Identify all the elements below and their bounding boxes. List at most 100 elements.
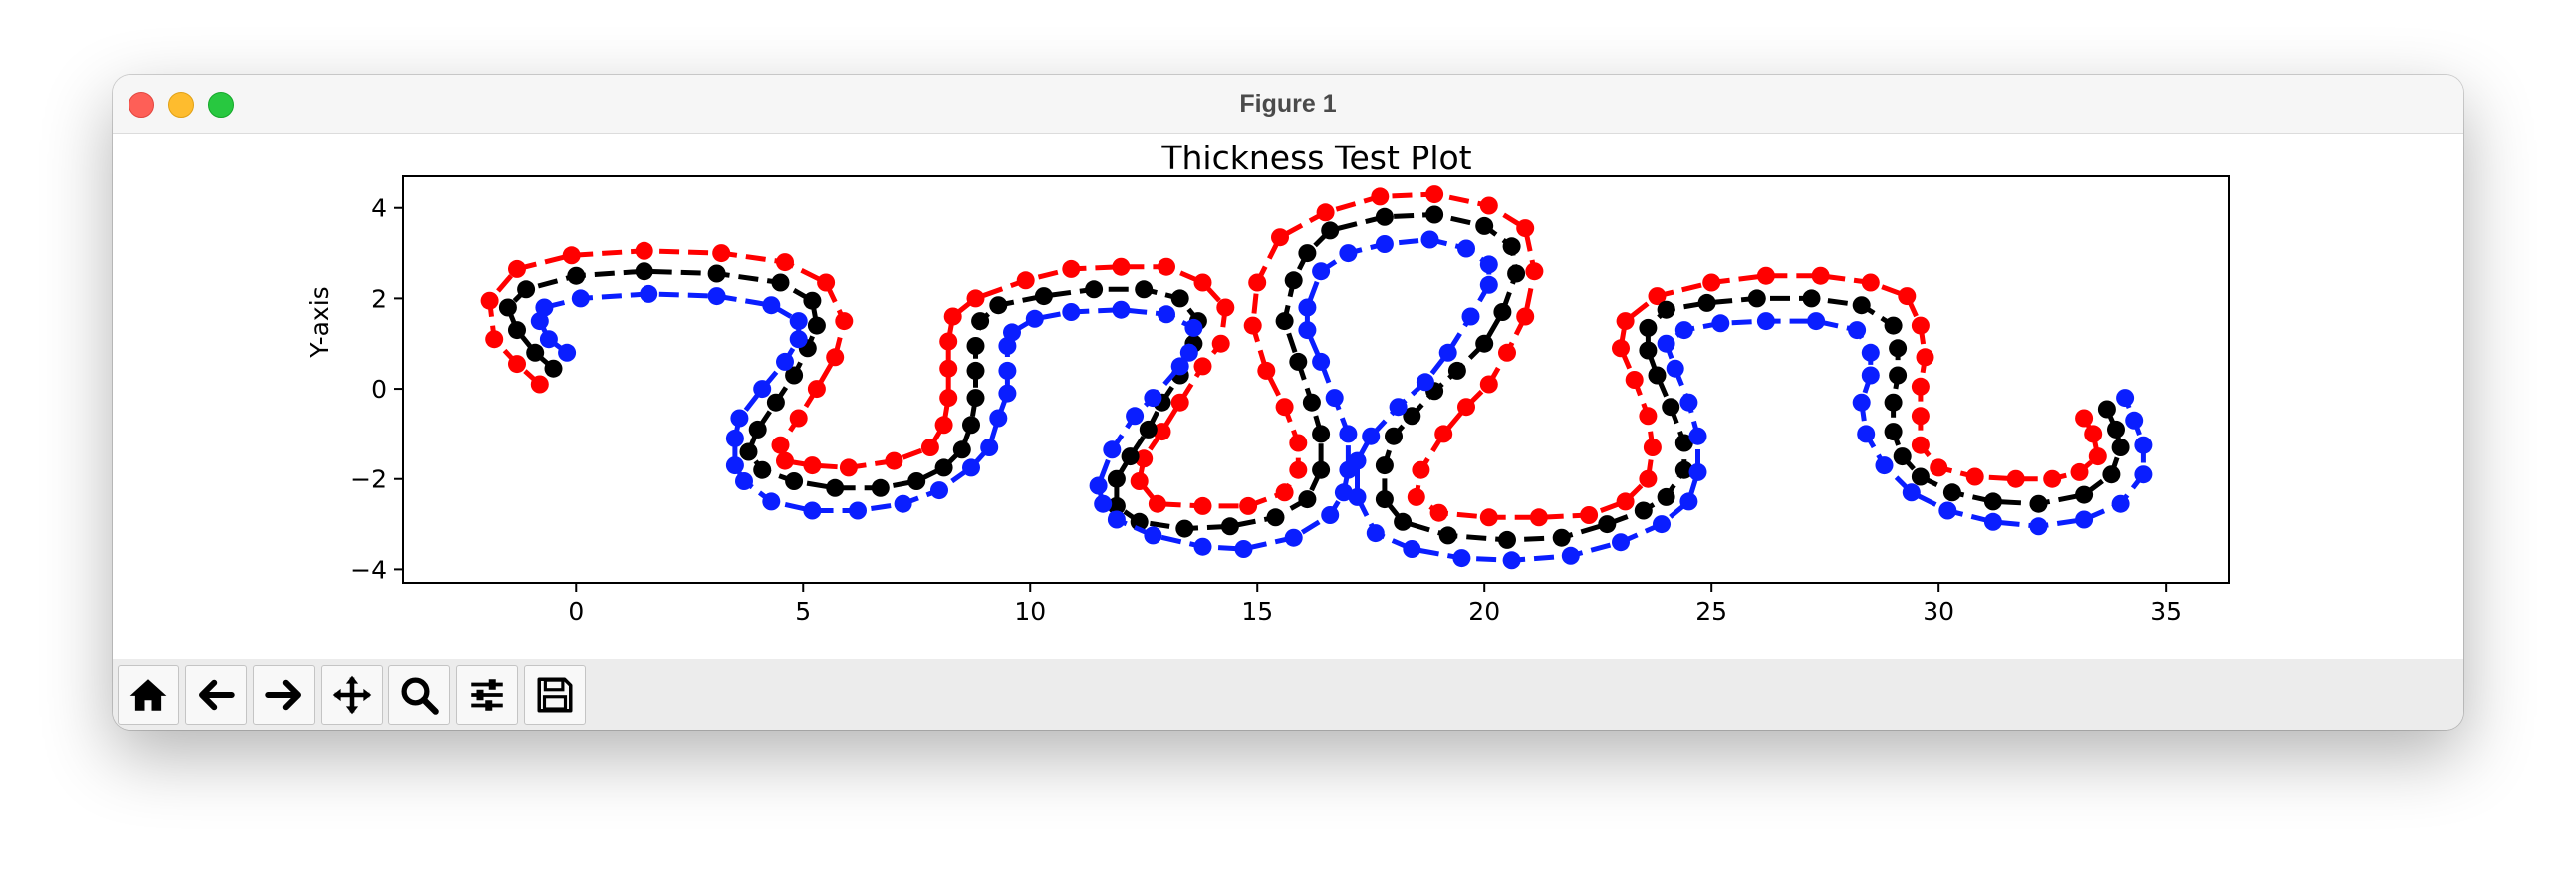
data-point xyxy=(1930,458,1948,477)
data-point xyxy=(1139,420,1158,438)
data-point xyxy=(1289,352,1308,371)
data-point xyxy=(1312,352,1331,371)
data-point xyxy=(1807,312,1826,331)
data-point xyxy=(835,312,854,331)
configure-subplots-button[interactable] xyxy=(456,665,518,725)
data-point xyxy=(1452,549,1471,568)
data-point xyxy=(1529,508,1548,527)
data-point xyxy=(1375,207,1394,226)
data-point xyxy=(1674,434,1693,452)
data-point xyxy=(562,246,581,265)
data-point xyxy=(1275,398,1294,417)
data-point xyxy=(1298,490,1317,509)
data-point xyxy=(1135,449,1154,468)
data-point xyxy=(1130,512,1149,531)
data-point xyxy=(1657,334,1675,353)
data-point xyxy=(2111,494,2130,513)
data-point xyxy=(1094,494,1113,513)
data-point xyxy=(1679,393,1698,412)
minimize-window-button[interactable] xyxy=(168,92,194,118)
data-point xyxy=(1911,467,1930,486)
data-point xyxy=(1266,508,1285,527)
data-point xyxy=(1811,266,1830,285)
data-point xyxy=(1375,235,1394,253)
data-point xyxy=(1103,440,1122,459)
series-layer xyxy=(480,185,2153,570)
data-point xyxy=(1516,307,1535,326)
figure-canvas[interactable]: Thickness Test Plot Y-axis 0 5 10 15 20 25 30 3… xyxy=(113,134,2463,659)
data-point xyxy=(725,456,744,475)
data-point xyxy=(776,253,794,272)
data-point xyxy=(1625,371,1644,389)
data-point xyxy=(817,273,836,292)
data-point xyxy=(803,291,822,310)
data-point xyxy=(1857,425,1876,443)
data-point xyxy=(1085,280,1104,299)
data-point xyxy=(1420,230,1439,249)
data-point xyxy=(1479,255,1498,274)
data-point xyxy=(1234,540,1253,558)
maximize-window-button[interactable] xyxy=(208,92,234,118)
data-point xyxy=(939,332,958,351)
arrow-left-icon xyxy=(199,679,235,711)
data-point xyxy=(735,472,753,490)
data-point xyxy=(1461,307,1480,326)
data-point xyxy=(1248,273,1267,292)
data-point xyxy=(771,436,790,454)
data-point xyxy=(2006,469,2025,488)
data-point xyxy=(943,307,962,326)
forward-button[interactable] xyxy=(253,665,315,725)
data-point xyxy=(1211,334,1230,353)
data-point xyxy=(1170,357,1189,376)
data-point xyxy=(1653,515,1671,534)
data-point xyxy=(1271,228,1289,247)
data-point xyxy=(1634,501,1653,520)
data-point xyxy=(2029,494,2048,513)
data-point xyxy=(1257,361,1276,380)
chart[interactable]: Thickness Test Plot Y-axis 0 5 10 15 20 25 30 3… xyxy=(113,134,2463,659)
data-point xyxy=(776,451,794,470)
data-point xyxy=(508,321,526,340)
data-point xyxy=(1158,257,1175,276)
data-point xyxy=(1983,492,2002,511)
title-bar[interactable]: Figure 1 xyxy=(113,75,2463,134)
data-point xyxy=(635,241,653,260)
save-button[interactable] xyxy=(524,665,586,725)
data-point xyxy=(966,389,985,408)
data-point xyxy=(1284,528,1303,547)
data-point xyxy=(2075,485,2094,504)
data-point xyxy=(789,409,808,428)
data-point xyxy=(1502,551,1521,570)
data-point xyxy=(952,440,971,459)
data-point xyxy=(1135,280,1154,299)
data-point xyxy=(1916,348,1934,367)
data-point xyxy=(1220,517,1239,536)
pan-button[interactable] xyxy=(321,665,383,725)
close-window-button[interactable] xyxy=(129,92,154,118)
data-point xyxy=(1938,501,1957,520)
data-point xyxy=(1479,196,1498,215)
data-point xyxy=(1889,339,1908,358)
data-point xyxy=(1861,366,1880,385)
data-point xyxy=(1170,393,1189,412)
back-button[interactable] xyxy=(185,665,247,725)
data-point xyxy=(771,273,790,292)
data-point xyxy=(1516,219,1535,238)
data-point xyxy=(2070,462,2089,481)
data-point xyxy=(2125,411,2144,430)
data-point xyxy=(1375,490,1394,509)
data-point xyxy=(1643,438,1662,456)
data-point xyxy=(1025,309,1044,328)
data-point xyxy=(966,337,985,355)
y-tick-label: −4 xyxy=(350,555,386,584)
x-tick-label: 25 xyxy=(1695,597,1727,626)
data-point xyxy=(807,380,826,399)
data-point xyxy=(1479,275,1498,294)
data-point xyxy=(1893,447,1912,466)
data-point xyxy=(1112,257,1131,276)
data-point xyxy=(712,244,731,263)
data-point xyxy=(1697,293,1716,312)
data-point xyxy=(785,366,804,385)
home-button[interactable] xyxy=(118,665,179,725)
zoom-button[interactable] xyxy=(388,665,450,725)
